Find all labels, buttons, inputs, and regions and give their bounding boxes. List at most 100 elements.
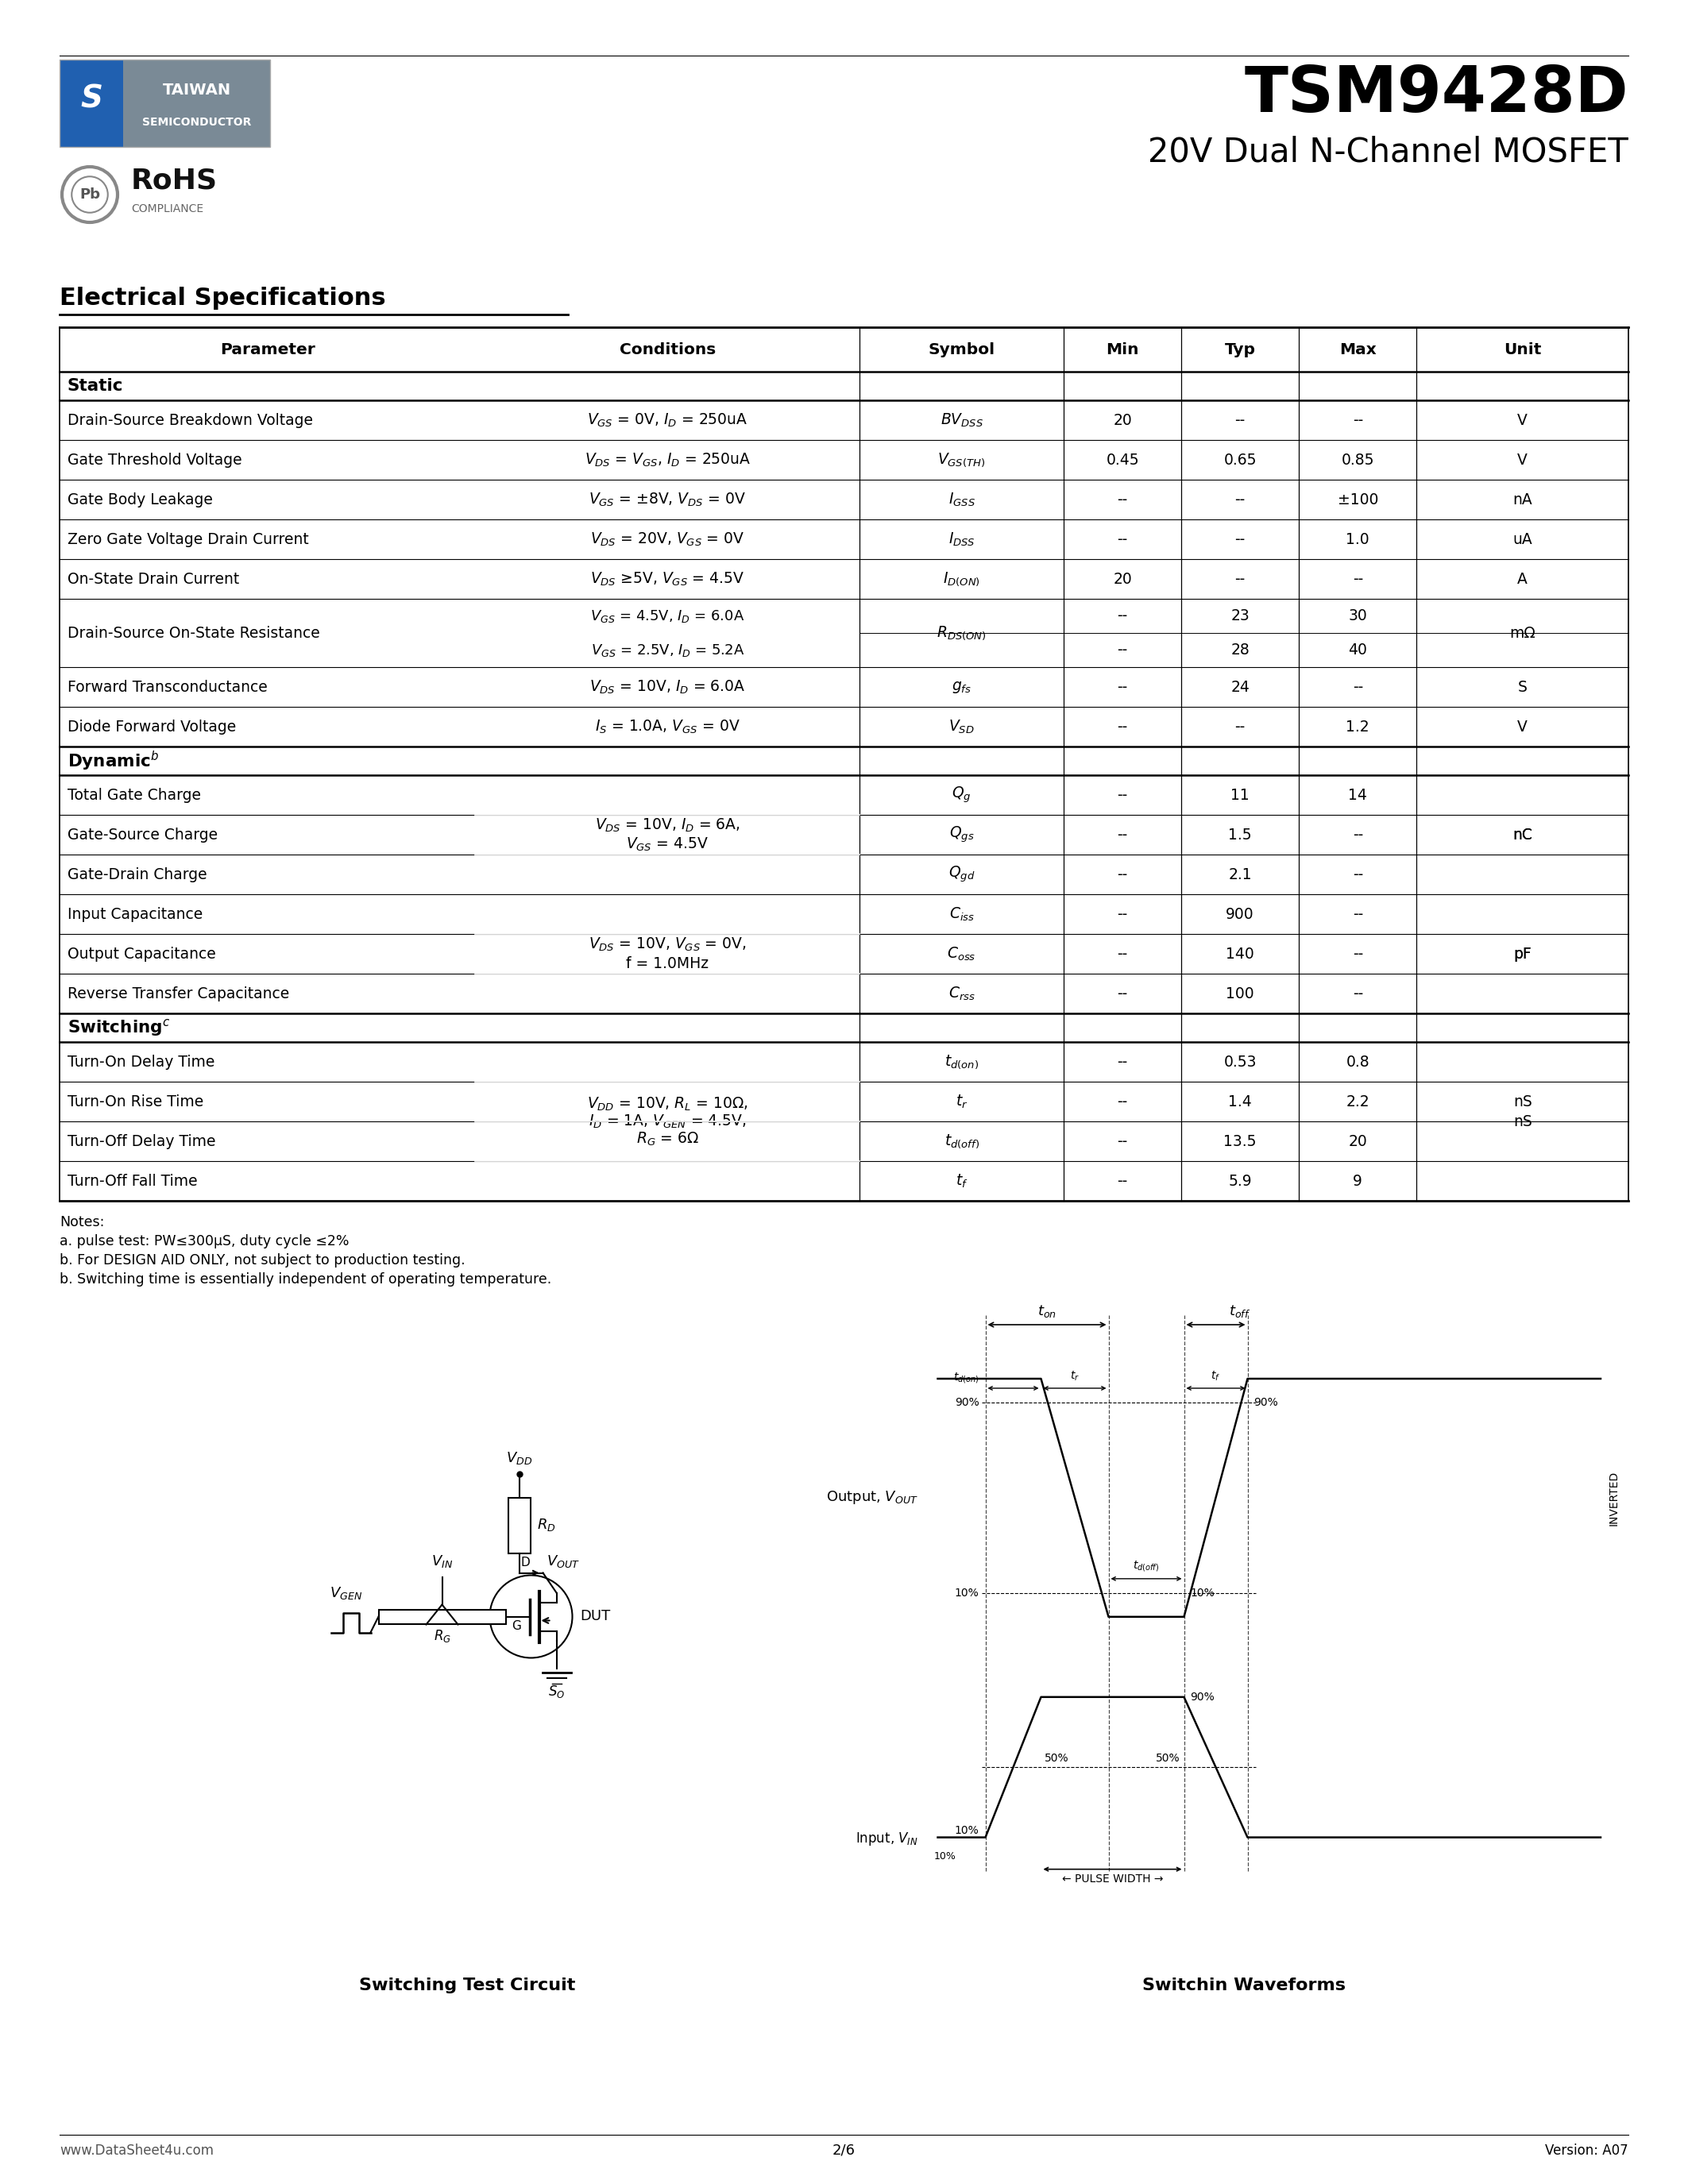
Text: Symbol: Symbol [928,343,996,356]
Text: nC: nC [1512,828,1533,843]
Text: 0.65: 0.65 [1224,452,1256,467]
Text: --: -- [1352,572,1364,587]
Text: ← PULSE WIDTH →: ← PULSE WIDTH → [1062,1874,1163,1885]
Text: $V_{DS}$ = 10V, $I_D$ = 6.0A: $V_{DS}$ = 10V, $I_D$ = 6.0A [589,679,746,695]
Text: nC: nC [1512,828,1533,843]
Text: A: A [1518,572,1528,587]
Text: --: -- [1117,985,1128,1000]
Text: Switching$^c$: Switching$^c$ [68,1018,170,1037]
Text: $C_{oss}$: $C_{oss}$ [947,946,976,963]
Text: --: -- [1352,946,1364,961]
Text: Switching Test Circuit: Switching Test Circuit [360,1977,576,1994]
Text: $V_{DD}$: $V_{DD}$ [506,1450,532,1465]
Text: $V_{OUT}$: $V_{OUT}$ [547,1553,581,1568]
Text: Output Capacitance: Output Capacitance [68,946,216,961]
Text: $V_{DS}$ = 10V, $I_D$ = 6A,: $V_{DS}$ = 10V, $I_D$ = 6A, [594,817,739,834]
Text: Forward Transconductance: Forward Transconductance [68,679,267,695]
Text: S: S [81,83,103,114]
Text: $t_{d(off)}$: $t_{d(off)}$ [944,1133,979,1149]
Text: --: -- [1352,413,1364,428]
Text: 50%: 50% [1156,1754,1180,1765]
Text: --: -- [1352,985,1364,1000]
Text: b. Switching time is essentially independent of operating temperature.: b. Switching time is essentially indepen… [59,1273,552,1286]
Text: nA: nA [1512,491,1533,507]
Text: --: -- [1117,1133,1128,1149]
Text: $V_{DS}$ = 10V, $V_{GS}$ = 0V,: $V_{DS}$ = 10V, $V_{GS}$ = 0V, [589,935,746,952]
Text: INVERTED: INVERTED [1609,1470,1620,1524]
Text: --: -- [1117,679,1128,695]
Text: $I_{DSS}$: $I_{DSS}$ [949,531,976,548]
Text: Unit: Unit [1504,343,1541,356]
Text: --: -- [1117,906,1128,922]
Text: Typ: Typ [1225,343,1256,356]
Text: V: V [1518,413,1528,428]
Text: Pb: Pb [79,188,100,201]
Text: $V_{DS}$ ≥5V, $V_{GS}$ = 4.5V: $V_{DS}$ ≥5V, $V_{GS}$ = 4.5V [591,570,744,587]
Text: Version: A07: Version: A07 [1545,2143,1629,2158]
Text: 13.5: 13.5 [1224,1133,1256,1149]
Text: 0.8: 0.8 [1345,1055,1369,1070]
Text: 0.53: 0.53 [1224,1055,1256,1070]
Text: --: -- [1236,413,1246,428]
Text: nS: nS [1512,1094,1533,1109]
Text: Parameter: Parameter [219,343,316,356]
Text: Diode Forward Voltage: Diode Forward Voltage [68,719,236,734]
Text: 9: 9 [1354,1173,1362,1188]
Text: $g_{fs}$: $g_{fs}$ [952,679,972,695]
Text: $R_G$: $R_G$ [434,1627,451,1645]
Text: $Q_{gs}$: $Q_{gs}$ [949,826,974,845]
Text: $V_{DS}$ = $V_{GS}$, $I_D$ = 250uA: $V_{DS}$ = $V_{GS}$, $I_D$ = 250uA [584,452,751,467]
Text: --: -- [1117,867,1128,882]
Text: 10%: 10% [933,1852,955,1861]
Text: $BV_{DSS}$: $BV_{DSS}$ [940,411,982,428]
Text: $V_{SD}$: $V_{SD}$ [949,719,974,736]
Text: Max: Max [1339,343,1376,356]
Text: 0.45: 0.45 [1106,452,1139,467]
Text: Static: Static [68,378,123,393]
Text: $Q_{gd}$: $Q_{gd}$ [949,865,976,885]
Text: SEMICONDUCTOR: SEMICONDUCTOR [142,118,252,129]
Text: --: -- [1117,609,1128,622]
Text: $C_{rss}$: $C_{rss}$ [949,985,976,1002]
Text: $V_{IN}$: $V_{IN}$ [430,1553,452,1568]
Text: Total Gate Charge: Total Gate Charge [68,788,201,802]
Text: 40: 40 [1349,642,1367,657]
Text: 14: 14 [1349,788,1367,802]
Text: $I_S$ = 1.0A, $V_{GS}$ = 0V: $I_S$ = 1.0A, $V_{GS}$ = 0V [594,719,739,736]
Text: uA: uA [1512,531,1533,546]
Text: --: -- [1117,491,1128,507]
Text: Dynamic$^b$: Dynamic$^b$ [68,749,159,773]
Text: $V_{GS}$ = 0V, $I_D$ = 250uA: $V_{GS}$ = 0V, $I_D$ = 250uA [587,411,748,428]
Text: Input Capacitance: Input Capacitance [68,906,203,922]
Text: Zero Gate Voltage Drain Current: Zero Gate Voltage Drain Current [68,531,309,546]
Text: --: -- [1117,1094,1128,1109]
Text: 23: 23 [1231,609,1249,622]
Bar [59,59,123,146]
Text: --: -- [1117,788,1128,802]
Text: www.DataSheet4u.com: www.DataSheet4u.com [59,2143,214,2158]
Text: Reverse Transfer Capacitance: Reverse Transfer Capacitance [68,985,289,1000]
Text: Switchin Waveforms: Switchin Waveforms [1143,1977,1345,1994]
Text: 2.1: 2.1 [1229,867,1252,882]
Text: Gate Threshold Voltage: Gate Threshold Voltage [68,452,241,467]
Text: 90%: 90% [1190,1690,1215,1704]
Text: $t_{d(off)}$: $t_{d(off)}$ [1133,1559,1160,1572]
Text: 24: 24 [1231,679,1249,695]
Text: --: -- [1236,719,1246,734]
Text: 90%: 90% [955,1398,979,1409]
Text: --: -- [1352,828,1364,843]
Text: 20V Dual N-Channel MOSFET: 20V Dual N-Channel MOSFET [1148,135,1629,168]
Text: Drain-Source On-State Resistance: Drain-Source On-State Resistance [68,625,321,640]
Bar [123,59,270,146]
Text: Output, $V_{OUT}$: Output, $V_{OUT}$ [825,1489,918,1507]
Text: --: -- [1117,642,1128,657]
Bar [508,1498,530,1553]
Text: b. For DESIGN AID ONLY, not subject to production testing.: b. For DESIGN AID ONLY, not subject to p… [59,1254,466,1267]
Text: $S_O$: $S_O$ [549,1684,565,1699]
Text: Turn-On Delay Time: Turn-On Delay Time [68,1055,214,1070]
Text: On-State Drain Current: On-State Drain Current [68,572,240,587]
Text: 20: 20 [1349,1133,1367,1149]
Text: $Q_g$: $Q_g$ [952,786,971,804]
Text: --: -- [1352,679,1364,695]
Text: 1.2: 1.2 [1345,719,1369,734]
